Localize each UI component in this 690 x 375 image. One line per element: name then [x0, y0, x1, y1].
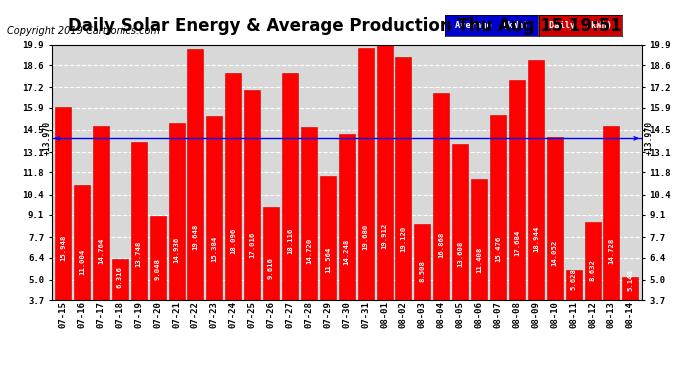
Bar [528, 60, 544, 358]
Text: 13.608: 13.608 [457, 241, 463, 267]
Text: 18.096: 18.096 [230, 228, 236, 255]
Bar [301, 126, 317, 358]
Text: 18.944: 18.944 [533, 226, 539, 252]
Text: +13.970: +13.970 [644, 121, 653, 155]
Bar [55, 107, 71, 358]
Text: 13.748: 13.748 [136, 240, 141, 267]
Bar [188, 49, 204, 358]
Bar [566, 270, 582, 358]
Text: 5.628: 5.628 [571, 268, 577, 290]
Text: 17.684: 17.684 [514, 230, 520, 256]
Bar [244, 90, 260, 358]
Text: 17.016: 17.016 [249, 231, 255, 258]
Bar [150, 216, 166, 358]
Text: 14.764: 14.764 [98, 238, 104, 264]
Text: 9.048: 9.048 [155, 258, 161, 280]
Text: 15.384: 15.384 [211, 236, 217, 262]
Bar [112, 259, 128, 358]
Text: 18.116: 18.116 [287, 228, 293, 254]
Text: 6.316: 6.316 [117, 266, 123, 288]
Text: 19.912: 19.912 [382, 223, 388, 249]
Text: 19.680: 19.680 [363, 224, 368, 250]
Bar [93, 126, 109, 358]
Text: 14.248: 14.248 [344, 239, 350, 266]
Text: 9.616: 9.616 [268, 256, 274, 279]
Text: 14.728: 14.728 [609, 238, 615, 264]
Bar [622, 277, 638, 358]
Bar [509, 80, 525, 358]
Text: +13.970: +13.970 [43, 121, 52, 155]
Text: Average  (kWh): Average (kWh) [455, 21, 529, 30]
Bar [604, 126, 620, 358]
Text: 16.868: 16.868 [438, 232, 444, 258]
Text: 11.564: 11.564 [325, 247, 331, 273]
Bar [414, 224, 431, 358]
Text: Daily Solar Energy & Average Production Thu Aug 15 19:51: Daily Solar Energy & Average Production … [68, 17, 622, 35]
Bar [395, 57, 411, 358]
Text: 15.476: 15.476 [495, 236, 501, 262]
Text: 14.720: 14.720 [306, 238, 312, 264]
Text: 8.508: 8.508 [420, 260, 425, 282]
Bar [206, 116, 222, 358]
Bar [319, 176, 336, 358]
Text: 11.408: 11.408 [476, 247, 482, 273]
Bar [282, 73, 298, 358]
Text: 11.004: 11.004 [79, 248, 85, 274]
Text: 5.148: 5.148 [627, 269, 633, 291]
Text: 19.120: 19.120 [400, 225, 406, 252]
Text: 8.632: 8.632 [589, 260, 595, 281]
Text: 19.648: 19.648 [193, 224, 199, 250]
Bar [74, 185, 90, 358]
Text: 14.936: 14.936 [174, 237, 179, 264]
Bar [168, 123, 185, 358]
Bar [471, 178, 487, 358]
Bar [584, 222, 600, 358]
Bar [452, 144, 469, 358]
Bar [263, 207, 279, 358]
Bar [546, 137, 563, 358]
Bar [130, 142, 147, 358]
Text: 14.052: 14.052 [552, 240, 558, 266]
Text: Copyright 2019 Cartronics.com: Copyright 2019 Cartronics.com [7, 26, 160, 36]
Bar [357, 48, 374, 358]
Bar [339, 134, 355, 358]
Bar [225, 74, 241, 358]
Bar [433, 93, 449, 358]
Text: 15.948: 15.948 [60, 234, 66, 261]
Text: Daily  (kWh): Daily (kWh) [549, 21, 612, 30]
Bar [377, 45, 393, 358]
Bar [490, 115, 506, 358]
